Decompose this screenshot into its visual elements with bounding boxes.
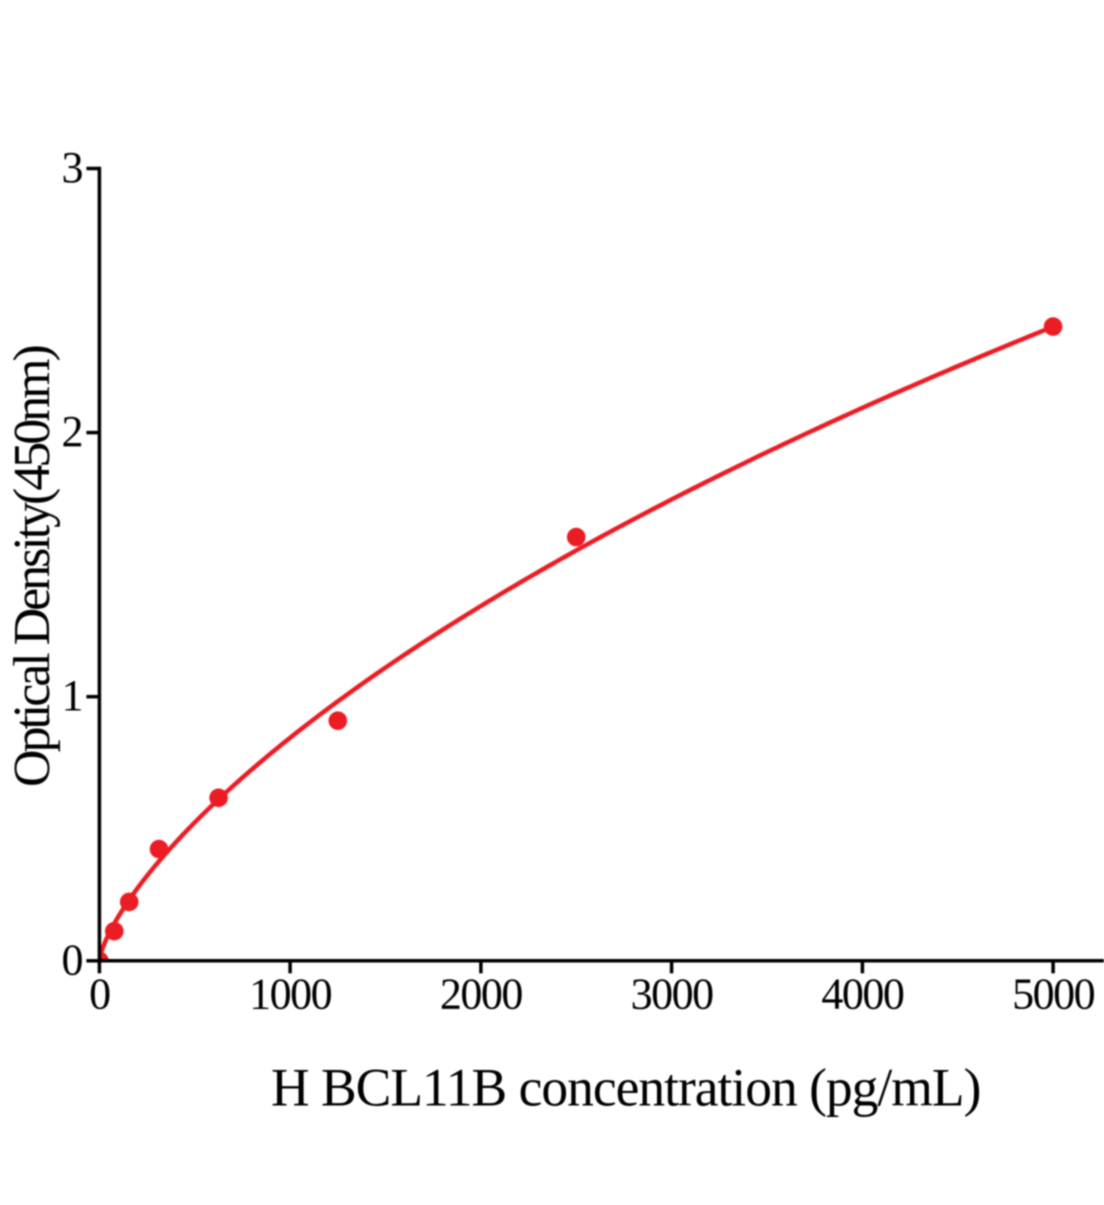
svg-text:2: 2	[62, 407, 83, 456]
svg-text:2000: 2000	[440, 970, 523, 1019]
svg-text:3000: 3000	[631, 970, 714, 1019]
svg-text:Optical Density(450nm): Optical Density(450nm)	[4, 345, 61, 787]
svg-text:1: 1	[62, 671, 83, 720]
svg-text:H BCL11B concentration (pg/mL): H BCL11B concentration (pg/mL)	[271, 1057, 980, 1117]
svg-text:4000: 4000	[821, 970, 904, 1019]
svg-text:5000: 5000	[1012, 970, 1095, 1019]
svg-text:0: 0	[89, 970, 110, 1019]
svg-text:3: 3	[62, 143, 83, 192]
svg-text:1000: 1000	[249, 970, 332, 1019]
svg-text:0: 0	[62, 935, 83, 984]
